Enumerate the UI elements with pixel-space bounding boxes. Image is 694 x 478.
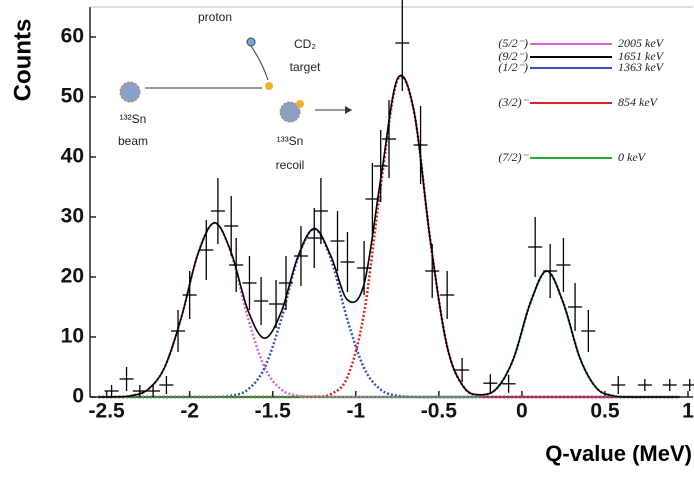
level-spin: (7/2)⁻ <box>498 150 529 164</box>
target-icon <box>265 82 273 90</box>
level-spin: (1/2⁻) <box>498 60 528 74</box>
y-tick-label: 40 <box>61 145 84 168</box>
fit-component <box>98 269 680 399</box>
x-tick-label: -1 <box>346 400 365 423</box>
y-tick-label: 20 <box>61 265 84 288</box>
recoil-icon <box>279 101 301 123</box>
level-spin: (3/2)⁻ <box>498 95 529 109</box>
level-spin: (9/2⁻) <box>498 49 528 63</box>
inset-label: ¹³²Sn <box>120 112 147 126</box>
inset-label: proton <box>198 10 232 24</box>
fit-total <box>98 74 680 398</box>
x-tick-label: -2 <box>180 400 199 423</box>
level-energy: 0 keV <box>618 150 647 164</box>
inset-label: beam <box>118 134 148 148</box>
y-tick-label: 50 <box>61 85 84 108</box>
proton-icon <box>246 37 256 47</box>
x-tick-label: 0 <box>516 400 528 423</box>
beam-icon <box>119 81 141 103</box>
x-tick-label: -2.5 <box>89 400 126 423</box>
inset-label: CD₂ <box>294 37 316 51</box>
arrow-head <box>345 106 352 114</box>
y-tick-label: 60 <box>61 25 84 48</box>
level-energy: 1651 keV <box>618 49 665 63</box>
y-tick-label: 10 <box>61 325 84 348</box>
inset-label: target <box>290 60 321 74</box>
y-tick-label: 30 <box>61 205 84 228</box>
x-tick-label: 0.5 <box>590 400 620 423</box>
inset-label: ¹³³Sn <box>277 134 304 148</box>
inset-label: recoil <box>276 158 305 172</box>
y-tick-label: 0 <box>72 385 84 408</box>
x-tick-label: -0.5 <box>421 400 458 423</box>
y-axis-label: Counts <box>9 19 36 102</box>
fit-component <box>98 227 680 399</box>
level-energy: 2005 keV <box>618 36 665 50</box>
arrow <box>250 45 269 81</box>
x-tick-label: -1.5 <box>255 400 292 423</box>
fit-component <box>98 221 680 399</box>
level-energy: 854 keV <box>618 95 659 109</box>
inset-diagram: proton CD₂ target ¹³²Sn beam ¹³³Sn recoi… <box>118 10 352 172</box>
level-spin: (5/2⁻) <box>498 36 528 50</box>
neutron-icon <box>296 100 304 108</box>
x-axis-label: Q-value (MeV) <box>545 441 692 466</box>
x-tick-label: 1 <box>682 400 694 423</box>
level-energy: 1363 keV <box>618 60 665 74</box>
